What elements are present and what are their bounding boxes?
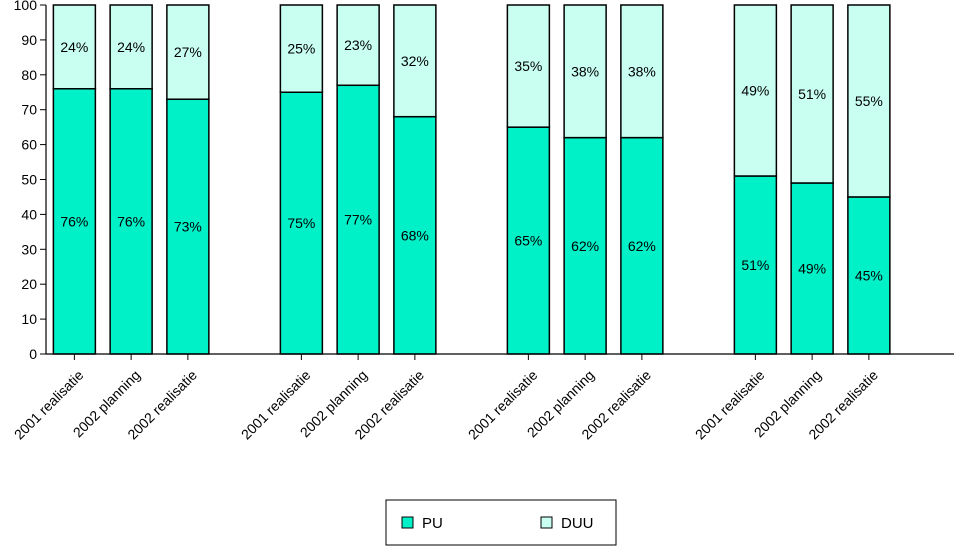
bar-segment-duu: [336, 4, 380, 87]
y-tick-label: 90: [21, 32, 37, 48]
data-label-duu: 25%: [287, 41, 315, 57]
bar-segment-pu: [506, 126, 551, 355]
bar-segment-pu: [563, 136, 607, 355]
y-tick-label: 70: [21, 102, 37, 118]
data-label-pu: 65%: [514, 233, 542, 249]
bar-segment-duu: [847, 4, 891, 198]
legend-swatch-pu: [401, 516, 414, 529]
data-label-duu: 24%: [60, 39, 88, 55]
data-label-duu: 51%: [798, 86, 826, 102]
data-label-pu: 45%: [855, 267, 883, 283]
bar-segment-duu: [620, 4, 664, 139]
legend-box: [385, 499, 617, 546]
y-tick-label: 0: [29, 346, 37, 362]
data-label-duu: 55%: [855, 93, 883, 109]
data-label-pu: 62%: [628, 238, 656, 254]
bar-segment-duu: [733, 4, 778, 177]
y-tick-label: 40: [21, 206, 37, 222]
data-label-pu: 76%: [60, 213, 88, 229]
data-label-pu: 75%: [287, 215, 315, 231]
bar-segment-duu: [790, 4, 834, 184]
bar-segment-duu: [393, 4, 437, 118]
y-tick-label: 10: [21, 311, 37, 327]
data-label-pu: 76%: [117, 213, 145, 229]
data-label-pu: 62%: [571, 238, 599, 254]
data-label-duu: 27%: [174, 44, 202, 60]
y-tick-label: 30: [21, 241, 37, 257]
legend-label-duu: DUU: [561, 515, 594, 532]
bar-segment-duu: [166, 4, 210, 100]
data-label-pu: 51%: [741, 257, 769, 273]
legend-swatch-duu: [540, 516, 553, 529]
data-label-duu: 35%: [514, 58, 542, 74]
y-tick-label: 20: [21, 276, 37, 292]
data-label-pu: 68%: [401, 227, 429, 243]
data-label-duu: 38%: [628, 63, 656, 79]
data-label-duu: 32%: [401, 53, 429, 69]
legend: PU DUU: [385, 499, 617, 546]
data-label-pu: 73%: [174, 219, 202, 235]
legend-label-pu: PU: [422, 515, 443, 532]
data-label-duu: 23%: [344, 37, 372, 53]
data-label-pu: 77%: [344, 212, 372, 228]
bar-segment-pu: [166, 98, 210, 355]
y-tick-label: 60: [21, 137, 37, 153]
bar-segment-duu: [506, 4, 551, 128]
y-tick-label: 80: [21, 67, 37, 83]
bar-segment-pu: [52, 88, 97, 355]
bar-segment-duu: [52, 4, 97, 90]
data-label-pu: 49%: [798, 260, 826, 276]
data-label-duu: 24%: [117, 39, 145, 55]
bar-segment-duu: [563, 4, 607, 139]
data-label-duu: 38%: [571, 63, 599, 79]
y-tick-label: 50: [21, 172, 37, 188]
y-tick-label: 100: [14, 0, 38, 13]
bar-segment-pu: [109, 88, 153, 355]
bar-segment-duu: [109, 4, 153, 90]
bar-segment-pu: [393, 115, 437, 355]
bar-segment-pu: [336, 84, 380, 355]
bar-segment-pu: [620, 136, 664, 355]
bar-segment-duu: [279, 4, 324, 93]
bar-segment-pu: [279, 91, 324, 355]
data-label-duu: 49%: [741, 83, 769, 99]
